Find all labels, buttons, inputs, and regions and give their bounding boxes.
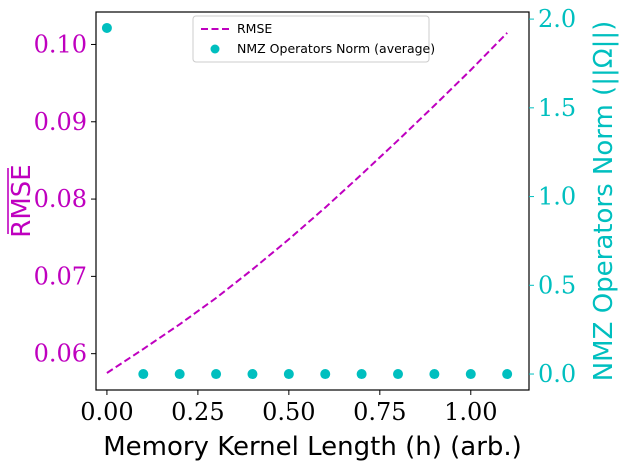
axes: 0.00 0.25 0.50 0.75 1.00 0.06 0.07 0.08 0.09 0.10… [7, 5, 619, 462]
y-left-tick-label: 0.10 [34, 30, 87, 58]
plot-area [101, 22, 513, 380]
norm-point [174, 369, 185, 380]
legend-norm-label: NMZ Operators Norm (average) [237, 41, 435, 56]
y-right-tick-label: 0.5 [538, 271, 576, 299]
x-tick-label: 0.00 [80, 398, 133, 426]
y-right-axis-label-group: NMZ Operators Norm (||Ω||) [589, 21, 619, 382]
y-right-axis-label: NMZ Operators Norm (||Ω||) [589, 21, 619, 382]
x-tick-label: 0.50 [262, 398, 315, 426]
norm-point [429, 369, 440, 380]
legend-box [192, 15, 430, 63]
x-tick-label: 0.75 [353, 398, 406, 426]
y-left-axis-label: RMSE [7, 164, 37, 237]
norm-point [320, 369, 331, 380]
rmse-line [106, 32, 508, 374]
x-axis-label: Memory Kernel Length (h) (arb.) [103, 432, 522, 462]
norm-point [356, 369, 367, 380]
norm-point [283, 369, 294, 380]
y-right-tick-label: 0.0 [538, 360, 576, 388]
y-left-tick-label: 0.08 [34, 185, 87, 213]
norm-point [247, 369, 258, 380]
y-left-axis-label-group: RMSE [7, 164, 37, 237]
norm-point [465, 369, 476, 380]
norm-point [393, 369, 404, 380]
norm-point [138, 369, 149, 380]
legend-norm-swatch [210, 44, 220, 54]
norm-point [211, 369, 222, 380]
legend: RMSE NMZ Operators Norm (average) [192, 15, 435, 63]
y-left-tick-label: 0.07 [34, 262, 87, 290]
x-tick-label: 1.00 [444, 398, 497, 426]
y-right-tick-label: 1.0 [538, 183, 576, 211]
y-left-tick-label: 0.06 [34, 340, 87, 368]
plot-frame [95, 11, 530, 391]
y-left-tick-label: 0.09 [34, 108, 87, 136]
legend-rmse-label: RMSE [237, 21, 272, 36]
norm-point [101, 22, 112, 33]
y-right-tick-label: 1.5 [538, 94, 576, 122]
x-tick-label: 0.25 [171, 398, 224, 426]
norm-point [502, 369, 513, 380]
y-right-tick-label: 2.0 [538, 5, 576, 33]
